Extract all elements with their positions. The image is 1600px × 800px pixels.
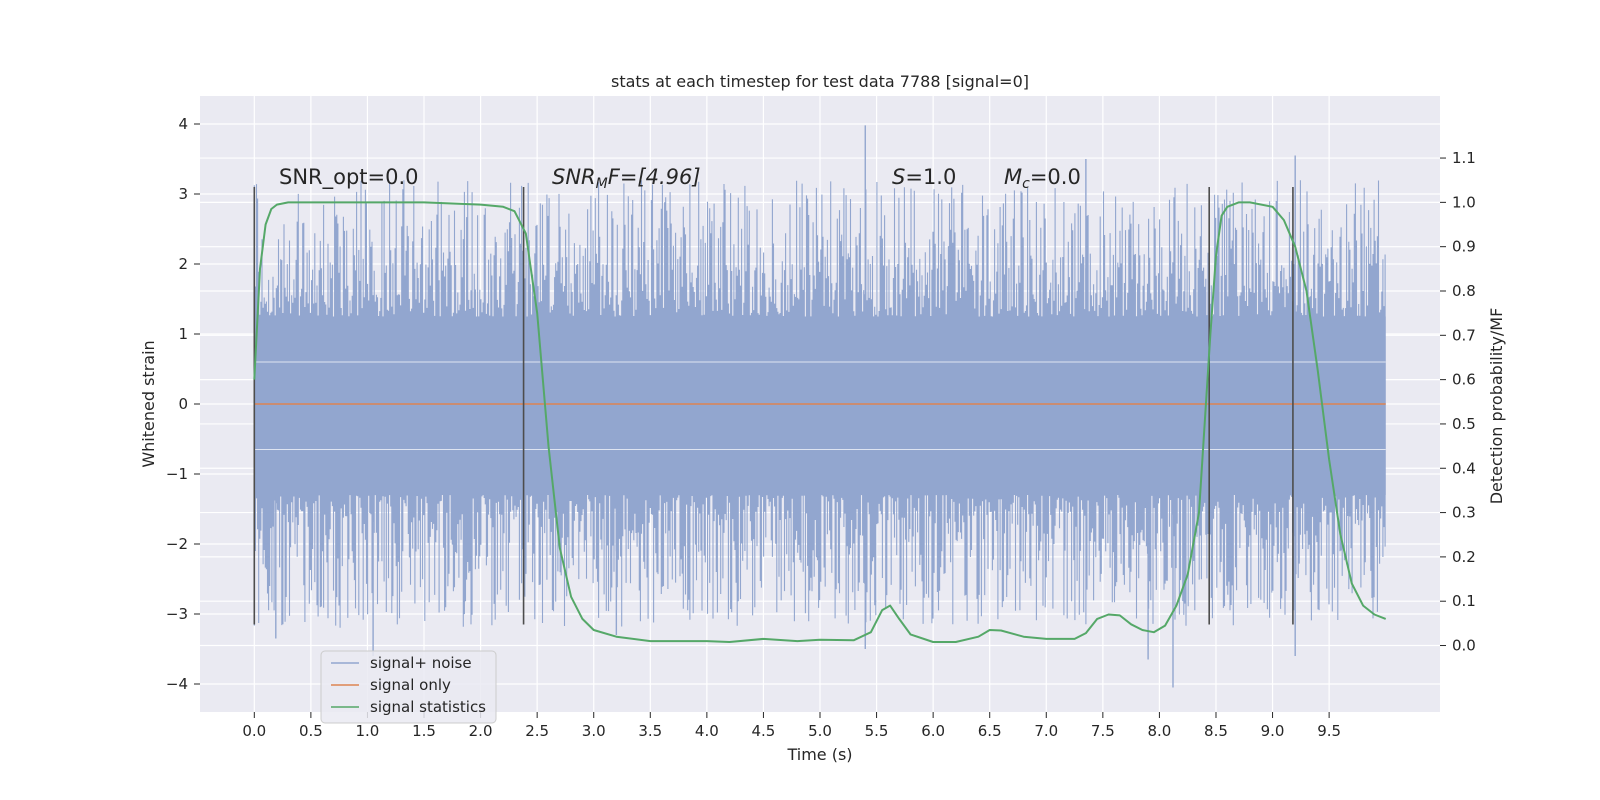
x-tick-label: 7.5 (1091, 722, 1115, 740)
y2-tick-label: 0.2 (1452, 548, 1476, 566)
x-tick-label: 3.0 (582, 722, 606, 740)
y2-tick-label: 0.7 (1452, 326, 1476, 344)
x-tick-label: 7.0 (1034, 722, 1058, 740)
x-tick-label: 8.5 (1204, 722, 1228, 740)
y-axis-label: Whitened strain (139, 340, 158, 467)
x-tick-label: 1.0 (356, 722, 380, 740)
annotation-mc-sub: c (1022, 176, 1030, 192)
y2-tick-label: 0.6 (1452, 371, 1476, 389)
y2-tick-label: 0.4 (1452, 459, 1476, 477)
annotation-s: S=1.0 (892, 165, 956, 189)
y2-tick-label: 0.0 (1452, 637, 1476, 655)
x-tick-label: 4.5 (752, 722, 776, 740)
y2-tick-label: 1.0 (1452, 193, 1476, 211)
x-tick-label: 0.0 (242, 722, 266, 740)
y-tick-label: 1 (178, 325, 188, 343)
y2-tick-label: 0.9 (1452, 238, 1476, 256)
y2-axis-ticks: 1.1 1.0 0.9 0.8 0.7 0.6 0.5 0.4 0.3 0.2 0.1 0.0 (1440, 149, 1476, 655)
x-axis-ticks: 0.0 0.5 1.0 1.5 2.0 2.5 3.0 3.5 4.0 4.5 5.0 5.5 6.0 6… (242, 712, 1341, 740)
y-tick-label: −4 (166, 675, 188, 693)
legend-label-signal-statistics: signal statistics (370, 698, 486, 716)
legend-label-signal-only: signal only (370, 676, 451, 694)
y2-tick-label: 0.1 (1452, 592, 1476, 610)
vertical-markers (253, 187, 1294, 625)
x-tick-label: 5.5 (865, 722, 889, 740)
chart-title: stats at each timestep for test data 778… (611, 72, 1029, 91)
signal-statistics-trace (253, 201, 1387, 643)
y2-tick-label: 0.5 (1452, 415, 1476, 433)
x-tick-label: 3.5 (638, 722, 662, 740)
x-axis-label: Time (s) (786, 745, 852, 764)
x-tick-label: 0.5 (299, 722, 323, 740)
y2-axis-label: Detection probability/MF (1487, 308, 1506, 505)
x-tick-label: 2.0 (469, 722, 493, 740)
legend: signal+ noise signal only signal statist… (320, 650, 497, 724)
annotation-s-var: S (892, 165, 905, 189)
annotation-snr-mf: SNRMF=[4.96] (552, 165, 701, 192)
y-tick-label: 0 (178, 395, 188, 413)
y-tick-label: −1 (166, 465, 188, 483)
x-tick-label: 6.5 (978, 722, 1002, 740)
annotation-mc: Mc=0.0 (1004, 165, 1081, 192)
x-tick-label: 5.0 (808, 722, 832, 740)
legend-box (320, 650, 497, 724)
x-tick-label: 4.0 (695, 722, 719, 740)
signal-noise-trace (253, 125, 1386, 688)
x-tick-label: 9.5 (1317, 722, 1341, 740)
signal-statistics-line (253, 201, 1387, 643)
y2-tick-label: 0.3 (1452, 504, 1476, 522)
x-tick-label: 8.0 (1147, 722, 1171, 740)
annotation-snr-mf-base: SNR (552, 165, 596, 189)
annotation-snr-mf-sub: M (596, 176, 608, 192)
y-tick-label: 2 (178, 255, 188, 273)
annotation-s-rest: =1.0 (905, 165, 956, 189)
annotation-mc-rest: =0.0 (1030, 165, 1081, 189)
annotation-snr-mf-rest: F=[4.96] (608, 165, 701, 189)
y2-tick-label: 0.8 (1452, 282, 1476, 300)
y-axis-ticks: 4 3 2 1 0 −1 −2 −3 −4 (166, 115, 200, 693)
x-tick-label: 6.0 (921, 722, 945, 740)
y-tick-label: −2 (166, 535, 188, 553)
x-tick-label: 1.5 (412, 722, 436, 740)
y-tick-label: 3 (178, 185, 188, 203)
annotations: SNR_opt=0.0 SNRMF=[4.96] S=1.0 Mc=0.0 (279, 165, 1081, 192)
annotation-mc-var: M (1004, 165, 1022, 189)
y-tick-label: 4 (178, 115, 188, 133)
y-tick-label: −3 (166, 605, 188, 623)
x-tick-label: 9.0 (1261, 722, 1285, 740)
legend-label-signal-noise: signal+ noise (370, 654, 472, 672)
y2-tick-label: 1.1 (1452, 149, 1476, 167)
annotation-snr-opt: SNR_opt=0.0 (279, 165, 419, 190)
x-tick-label: 2.5 (525, 722, 549, 740)
